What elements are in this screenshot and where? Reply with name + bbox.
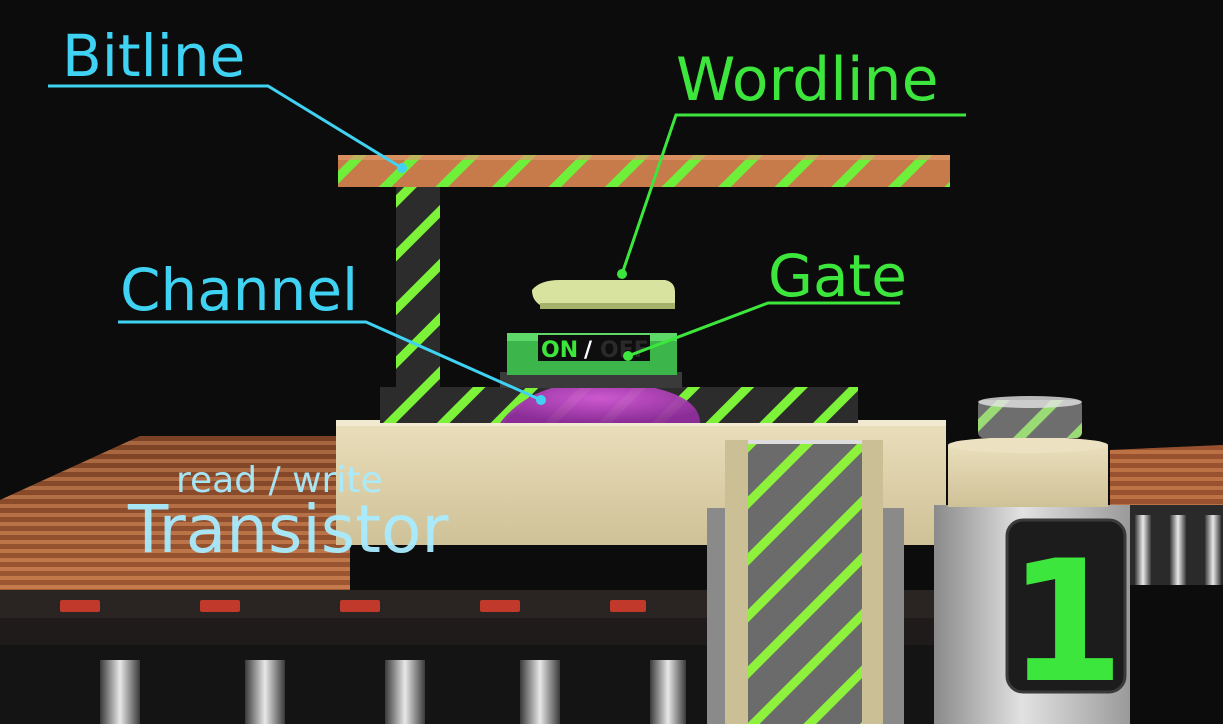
channel-label: Channel — [120, 256, 358, 324]
wordline-label: Wordline — [676, 45, 939, 115]
channel-region — [500, 381, 700, 423]
leader-lines — [48, 84, 966, 405]
gate-leader — [627, 301, 900, 358]
gate-sep-text: / — [584, 338, 593, 363]
bitline-leader — [48, 84, 403, 170]
memory-array-floor — [0, 436, 960, 724]
bit-value: 1 — [1008, 524, 1125, 720]
capacitor-column — [707, 440, 904, 724]
bitline-contact — [396, 187, 440, 387]
memory-array-right — [1110, 445, 1223, 585]
gate-label: Gate — [768, 242, 907, 310]
bitline-label: Bitline — [62, 22, 245, 90]
gate-stack: ON / OFF — [507, 280, 677, 375]
storage-capacitor: 1 — [934, 396, 1130, 724]
wordline-cap — [532, 280, 675, 305]
bit-value-display — [1005, 518, 1127, 694]
gate-on-text: ON — [541, 338, 578, 363]
wordline-leader — [620, 113, 966, 275]
bitline-bar — [338, 155, 950, 187]
subtitle-label: read / write — [176, 460, 383, 501]
channel-leader — [118, 320, 542, 402]
channel-base — [380, 372, 858, 423]
transistor-label: Transistor — [127, 491, 449, 568]
